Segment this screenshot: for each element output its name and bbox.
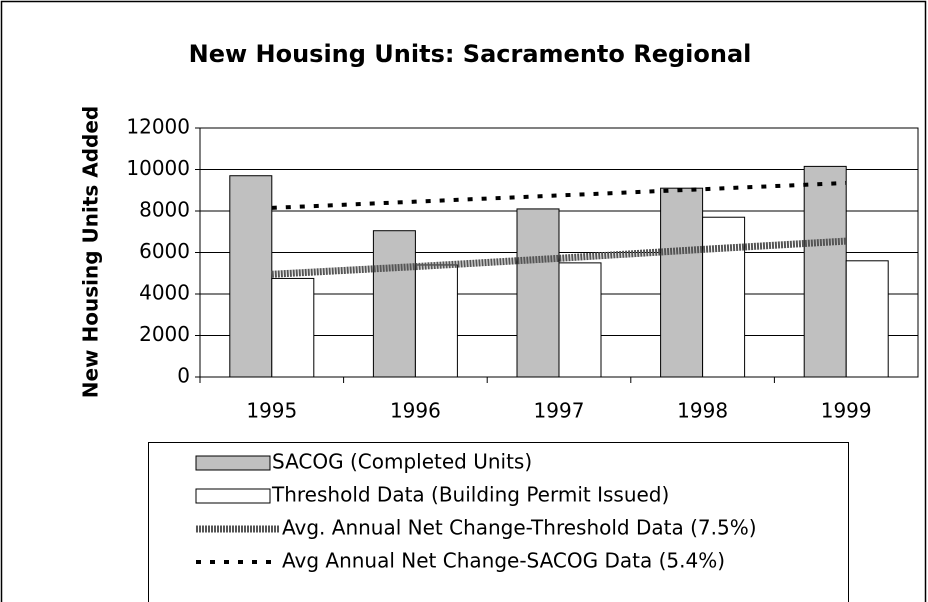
x-tick-label: 1996	[390, 399, 441, 423]
y-axis-label: New Housing Units Added	[79, 106, 103, 399]
y-tick-label: 6000	[139, 239, 190, 263]
bar	[845, 260, 889, 378]
legend-label: Avg Annual Net Change-SACOG Data (5.4%)	[282, 549, 725, 573]
bar	[414, 264, 458, 378]
bar	[516, 208, 560, 378]
y-tick-label: 10000	[126, 156, 190, 180]
y-tick-label: 2000	[139, 322, 190, 346]
legend-label: SACOG (Completed Units)	[272, 450, 532, 474]
bar	[271, 277, 315, 378]
x-tick-label: 1999	[821, 399, 872, 423]
legend-swatch	[195, 488, 271, 504]
chart-title: New Housing Units: Sacramento Regional	[189, 40, 752, 68]
y-tick-label: 4000	[139, 281, 190, 305]
y-tick-label: 8000	[139, 198, 190, 222]
bar	[702, 216, 746, 378]
y-tick-label: 12000	[126, 115, 190, 139]
trend-line	[271, 180, 847, 210]
legend-label: Threshold Data (Building Permit Issued)	[271, 483, 669, 507]
bar	[803, 165, 847, 378]
legend-label: Avg. Annual Net Change-Threshold Data (7…	[282, 516, 757, 540]
bar	[558, 262, 602, 378]
bar	[372, 230, 416, 378]
x-tick-label: 1997	[534, 399, 585, 423]
bar	[229, 175, 273, 378]
bar	[660, 187, 704, 378]
y-tick-label: 0	[177, 364, 190, 388]
legend-swatch	[195, 455, 271, 471]
x-tick-label: 1998	[677, 399, 728, 423]
x-tick-label: 1995	[246, 399, 297, 423]
